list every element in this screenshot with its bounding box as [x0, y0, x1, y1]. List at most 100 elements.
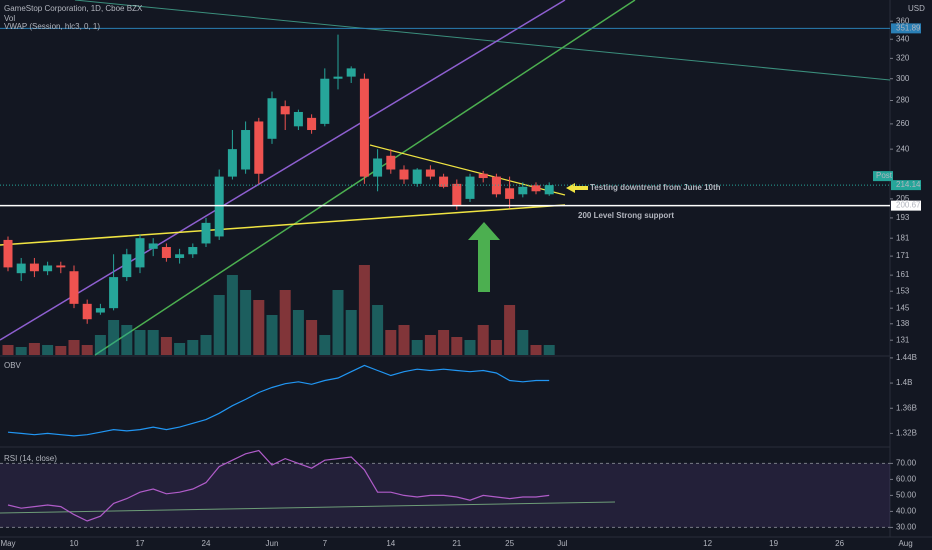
price-label: 214.14 — [896, 180, 921, 189]
volume-bar — [134, 330, 146, 355]
price-label-box — [891, 200, 921, 211]
yellow-arrow — [566, 183, 588, 193]
volume-bar — [240, 290, 252, 355]
y-tick-label: 360 — [896, 16, 910, 25]
volume-bar — [108, 320, 120, 355]
candle-body — [505, 188, 515, 199]
candle-body — [425, 169, 435, 177]
candle-body — [43, 265, 53, 272]
volume-bar — [2, 345, 14, 355]
volume-bar — [213, 295, 225, 355]
candle-body — [175, 254, 185, 258]
y-tick-label: 161 — [896, 270, 910, 279]
candle-body — [307, 117, 317, 131]
y-tick-label: 30.00 — [896, 523, 917, 532]
volume-bar — [372, 305, 384, 355]
candle-body — [109, 277, 119, 309]
candle-body — [346, 68, 356, 77]
volume-bar — [504, 305, 516, 355]
volume-bar — [55, 346, 67, 355]
x-tick-label: 10 — [70, 539, 79, 548]
y-tick-label: 1.36B — [896, 403, 917, 412]
y-tick-label: 50.00 — [896, 491, 917, 500]
candle-body — [241, 130, 251, 170]
y-tick-label: 138 — [896, 319, 910, 328]
volume-bar — [530, 345, 542, 355]
y-tick-label: 300 — [896, 74, 910, 83]
x-tick-label: 12 — [703, 539, 712, 548]
y-tick-label: 280 — [896, 96, 910, 105]
volume-bar — [253, 300, 265, 355]
volume-bar — [438, 330, 450, 355]
y-tick-label: 205 — [896, 194, 910, 203]
x-tick-label: Jun — [266, 539, 279, 548]
volume-bar — [147, 330, 159, 355]
volume-bar — [187, 340, 199, 355]
candle-body — [82, 303, 92, 320]
y-tick-label: 70.00 — [896, 459, 917, 468]
candle-body — [439, 176, 449, 187]
candle-body — [56, 265, 66, 268]
volume-bar — [424, 335, 436, 355]
x-tick-label: 24 — [202, 539, 211, 548]
trend-line — [0, 0, 566, 341]
candle-body — [135, 238, 145, 268]
candle-body — [3, 239, 13, 268]
volume-bar — [358, 265, 370, 355]
volume-bar — [543, 345, 555, 355]
x-tick-label: Jul — [557, 539, 567, 548]
support-line — [0, 204, 566, 246]
candle-body — [544, 185, 554, 195]
x-tick-label: 14 — [386, 539, 395, 548]
candle-body — [148, 243, 158, 249]
candle-body — [399, 169, 409, 180]
y-tick-label: 153 — [896, 286, 910, 295]
volume-bar — [226, 275, 238, 355]
candle-body — [227, 149, 237, 177]
volume-bar — [385, 330, 397, 355]
volume-bar — [517, 330, 529, 355]
candle-body — [531, 185, 541, 192]
price-label-box — [891, 180, 921, 191]
x-tick-label: 17 — [136, 539, 145, 548]
annotation: 200 Level Strong support — [578, 211, 674, 220]
volume-bar — [121, 325, 133, 355]
indicator-label: VWAP (Session, hlc3, 0, 1) — [4, 22, 100, 31]
indicator-line — [7, 449, 550, 522]
price-label: 200.67 — [896, 201, 921, 210]
y-tick-label: 60.00 — [896, 475, 917, 484]
price-label: 351.89 — [896, 23, 921, 32]
candle-body — [188, 247, 198, 255]
drawings — [0, 0, 891, 514]
x-tick-label: 19 — [769, 539, 778, 548]
y-tick-label: 260 — [896, 119, 910, 128]
candle-body — [518, 186, 528, 195]
candle-body — [359, 78, 369, 177]
volume-bar — [266, 315, 278, 355]
x-tick-label: 25 — [505, 539, 514, 548]
candle-body — [491, 176, 501, 195]
volume-bar — [477, 325, 489, 355]
candle-body — [465, 176, 475, 199]
green-arrow — [468, 222, 500, 292]
annotation: Testing downtrend from June 10th — [590, 183, 721, 192]
x-tick-label: 7 — [323, 539, 328, 548]
y-tick-label: 320 — [896, 53, 910, 62]
candle-body — [320, 78, 330, 124]
candle-body — [254, 121, 264, 174]
candle-body — [161, 247, 171, 258]
candle-body — [280, 106, 290, 115]
x-tick-label: May — [0, 539, 15, 548]
candle-body — [16, 263, 26, 274]
pane-title: RSI (14, close) — [4, 454, 57, 463]
indicator-label: Vol — [4, 14, 15, 23]
trend-line — [74, 0, 891, 81]
candle-body — [69, 271, 79, 304]
y-tick-label: 1.44B — [896, 353, 917, 362]
candle-body — [386, 155, 396, 170]
y-tick-label: 340 — [896, 34, 910, 43]
post-tag: Post — [876, 171, 893, 180]
y-tick-label: 193 — [896, 213, 910, 222]
